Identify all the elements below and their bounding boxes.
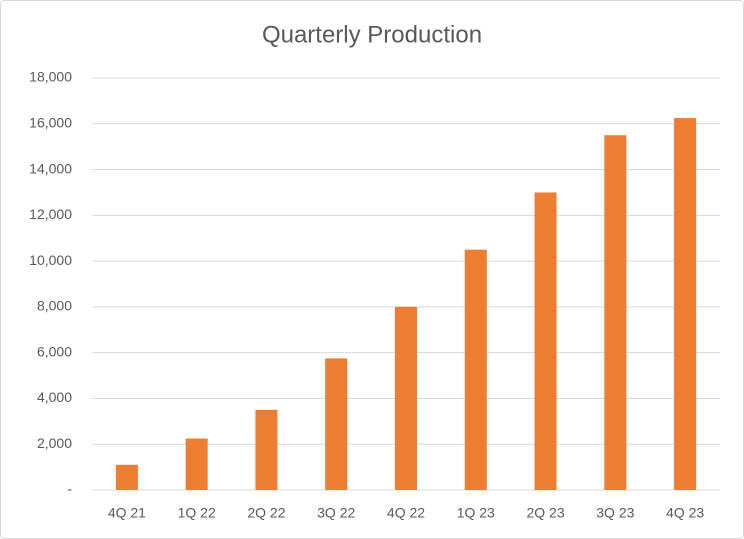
- bar: [395, 306, 417, 490]
- chart-title: Quarterly Production: [262, 21, 482, 48]
- y-tick-label: 16,000: [29, 114, 72, 130]
- bar: [115, 464, 138, 490]
- y-tick-label: 18,000: [29, 69, 72, 85]
- y-tick-label: 2,000: [37, 435, 72, 451]
- y-tick-label: 12,000: [29, 206, 72, 222]
- x-tick-label: 2Q 23: [526, 505, 564, 521]
- x-tick-label: 4Q 21: [108, 505, 146, 521]
- x-tick-label: 3Q 22: [317, 505, 355, 521]
- y-tick-label: 8,000: [37, 298, 72, 314]
- bar: [185, 438, 208, 490]
- x-tick-label: 1Q 23: [457, 505, 495, 521]
- y-tick-label: 6,000: [37, 343, 72, 359]
- x-tick-label: 4Q 23: [666, 505, 704, 521]
- bar: [325, 358, 348, 490]
- bar: [604, 135, 627, 490]
- y-tick-label: 4,000: [37, 389, 72, 405]
- x-tick-label: 4Q 22: [387, 505, 425, 521]
- x-tick-label: 2Q 22: [247, 505, 285, 521]
- bar: [255, 409, 278, 490]
- bar: [534, 192, 557, 490]
- x-tick-label: 3Q 23: [596, 505, 634, 521]
- bar: [674, 118, 697, 491]
- y-tick-label: 14,000: [29, 160, 72, 176]
- x-tick-label: 1Q 22: [178, 505, 216, 521]
- y-tick-label: -: [67, 481, 72, 497]
- bar: [464, 249, 487, 490]
- y-tick-label: 10,000: [29, 252, 72, 268]
